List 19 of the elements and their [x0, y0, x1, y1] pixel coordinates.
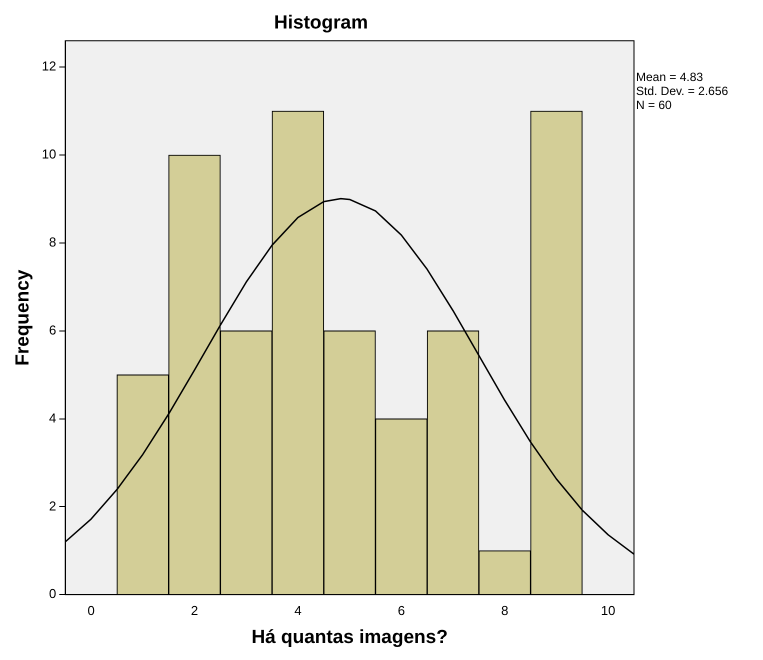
x-tick-label: 6 — [398, 602, 405, 618]
y-tick-label: 12 — [42, 58, 56, 74]
x-tick-label: 8 — [501, 602, 508, 618]
text: Std. Dev. = 2.656 — [636, 84, 728, 98]
y-tick-label: 0 — [49, 586, 56, 602]
x-tick-label: 4 — [294, 602, 302, 618]
y-tick-label: 4 — [49, 410, 56, 426]
y-axis-title: Frequency — [12, 269, 34, 366]
y-tick-label: 8 — [49, 234, 56, 250]
x-tick-label: 0 — [87, 602, 95, 618]
y-tick-label: 2 — [49, 498, 56, 514]
y-tick-label: 10 — [42, 146, 56, 162]
y-tick-label: 6 — [49, 322, 56, 338]
x-tick-label: 10 — [600, 602, 616, 618]
x-axis-title: Há quantas imagens? — [251, 626, 448, 648]
x-tick-label: 2 — [190, 602, 198, 618]
chart-title: Histogram — [274, 12, 368, 34]
text: Mean = 4.83 — [636, 70, 704, 84]
text: N = 60 — [636, 98, 673, 112]
